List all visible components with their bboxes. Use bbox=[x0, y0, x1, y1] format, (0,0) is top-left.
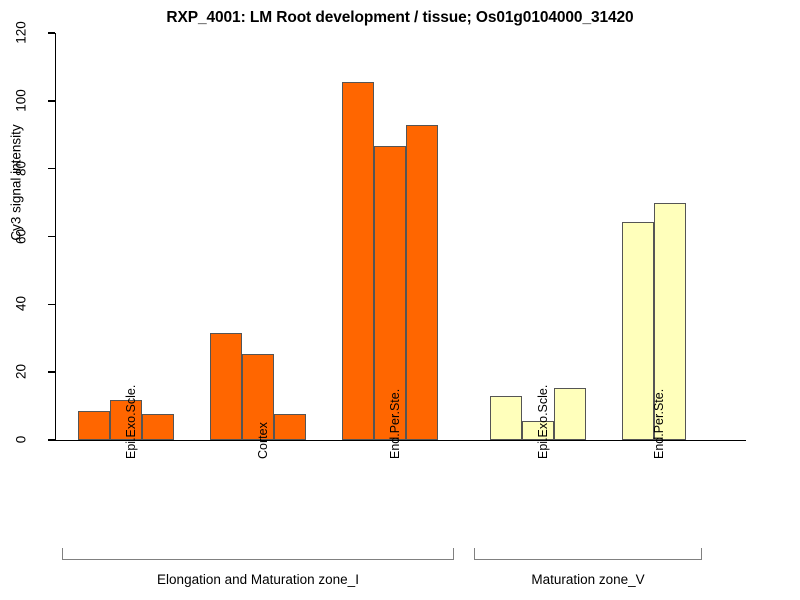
y-axis-tick bbox=[48, 371, 55, 373]
bar bbox=[406, 125, 438, 440]
bar bbox=[622, 221, 654, 440]
bar bbox=[210, 332, 242, 440]
y-axis-tick-label: 20 bbox=[13, 364, 29, 380]
bar bbox=[522, 421, 554, 440]
x-axis-line bbox=[56, 439, 746, 441]
x-axis-tick-label: Cortex bbox=[256, 422, 270, 459]
y-axis-tick-label: 40 bbox=[13, 296, 29, 312]
y-axis-tick bbox=[48, 235, 55, 238]
group-bracket bbox=[62, 548, 454, 560]
x-axis-tick-label: End.Per.Ste. bbox=[388, 388, 402, 459]
group-label: Maturation zone_V bbox=[531, 572, 645, 587]
group-bracket bbox=[474, 548, 702, 560]
y-axis-tick bbox=[48, 303, 55, 306]
y-axis-tick-label: 0 bbox=[13, 435, 29, 444]
y-axis-tick-label: 80 bbox=[13, 160, 29, 176]
group-label: Elongation and Maturation zone_I bbox=[157, 572, 359, 587]
y-axis-tick-label: 120 bbox=[13, 21, 29, 44]
y-axis-line bbox=[55, 33, 57, 441]
y-axis-tick bbox=[48, 439, 55, 441]
x-axis-tick-label: End.Per.Ste. bbox=[652, 388, 666, 459]
bar bbox=[274, 413, 306, 440]
y-axis-tick-label: 100 bbox=[13, 89, 29, 112]
x-axis-tick-label: Epi.Exo.Scle. bbox=[124, 384, 138, 459]
bar bbox=[654, 203, 686, 440]
y-axis-tick-label: 60 bbox=[13, 228, 29, 244]
y-axis-tick bbox=[48, 32, 55, 34]
bar bbox=[242, 353, 274, 440]
bar bbox=[78, 410, 110, 440]
x-axis-tick-label: Epi.Exo.Scle. bbox=[536, 384, 550, 459]
y-axis-tick bbox=[48, 100, 55, 102]
bar bbox=[110, 400, 142, 440]
plot-area bbox=[56, 33, 746, 440]
bar bbox=[490, 395, 522, 440]
y-axis-tick bbox=[48, 167, 55, 170]
bar bbox=[554, 388, 586, 440]
bar bbox=[142, 413, 174, 440]
chart-title: RXP_4001: LM Root development / tissue; … bbox=[166, 9, 634, 26]
bar bbox=[342, 81, 374, 440]
bar bbox=[374, 145, 406, 440]
